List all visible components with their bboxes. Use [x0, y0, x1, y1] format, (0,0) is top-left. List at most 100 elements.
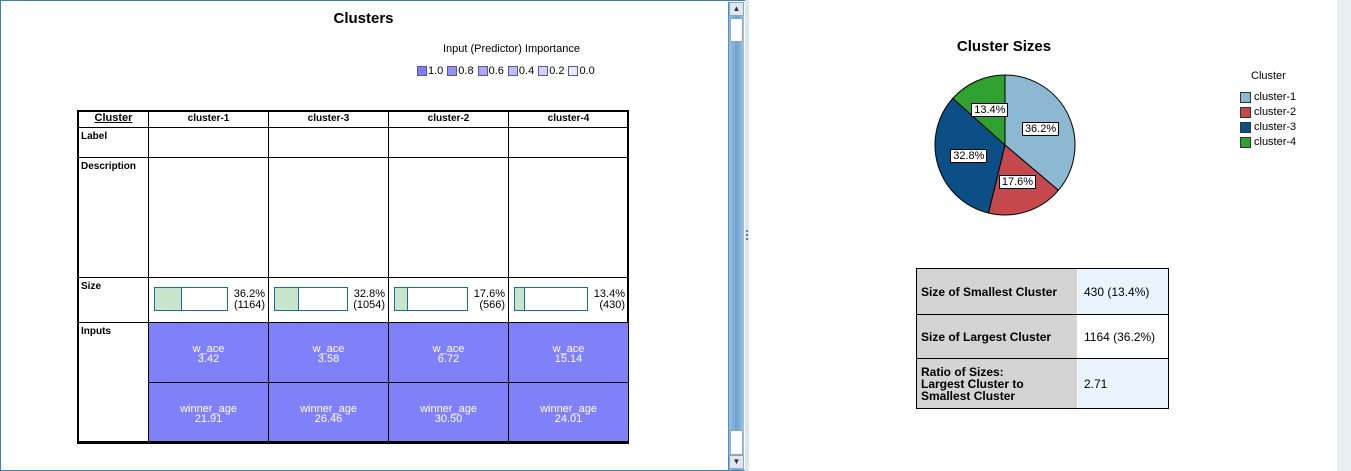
importance-legend-label: 0.0	[579, 65, 595, 77]
vertical-scrollbar[interactable]: ▲ ▼	[728, 2, 744, 470]
input-cell[interactable]: winner_age 24.01	[509, 383, 629, 442]
size-count: (566)	[479, 299, 505, 311]
cluster-legend-title: Cluster	[1251, 70, 1286, 82]
summary-label: Size of Smallest Cluster	[917, 269, 1077, 314]
label-cell	[149, 128, 269, 158]
row-label-inputs: Inputs	[79, 323, 149, 442]
cluster-column-header: cluster-2	[389, 112, 509, 128]
input-cell-text: winner_age 21.91	[149, 404, 268, 425]
cluster-legend-swatch	[1240, 137, 1251, 148]
description-cell	[149, 158, 269, 278]
importance-legend-label: 0.2	[549, 65, 565, 77]
input-cell[interactable]: winner_age 21.91	[149, 383, 269, 442]
input-cell-text: w_ace 6.72	[389, 343, 508, 365]
pie-label-cluster-4: 13.4%	[971, 102, 1009, 117]
size-percent: 17.6%	[473, 288, 505, 300]
row-label-label: Label	[79, 128, 149, 158]
label-cell	[389, 128, 509, 158]
importance-legend-title: Input (Predictor) Importance	[443, 43, 580, 55]
importance-legend: 1.0 0.8 0.6 0.4 0.2 0.0	[417, 65, 595, 77]
summary-row: Size of Smallest Cluster 430 (13.4%)	[917, 269, 1168, 315]
size-count: (430)	[599, 299, 625, 311]
input-value: 3.42	[197, 353, 220, 365]
scroll-up-button[interactable]: ▲	[729, 2, 744, 16]
input-name: w_ace	[432, 343, 465, 355]
input-cell-text: winner_age 26.46	[269, 403, 388, 425]
input-cell[interactable]: w_ace 3.42	[149, 323, 269, 383]
scroll-down-button[interactable]: ▼	[729, 455, 744, 469]
cluster-column-header: cluster-3	[269, 112, 389, 128]
importance-legend-item: 0.6	[477, 65, 504, 77]
cluster-column-header: cluster-1	[149, 112, 269, 128]
input-cell[interactable]: winner_age 30.50	[389, 383, 509, 442]
input-value: 26.46	[314, 413, 343, 425]
importance-legend-item: 0.4	[507, 65, 534, 77]
size-percent: 32.8%	[353, 288, 385, 300]
input-cell[interactable]: w_ace 15.14	[509, 323, 629, 383]
input-value: 15.14	[554, 353, 583, 365]
summary-value: 2.71	[1077, 359, 1168, 408]
input-name: w_ace	[312, 343, 345, 355]
importance-legend-item: 0.0	[568, 65, 595, 77]
importance-swatch	[447, 66, 458, 76]
cluster-legend-label: cluster-2	[1254, 106, 1297, 118]
description-cell	[389, 158, 509, 278]
size-bar-fill	[275, 288, 300, 310]
summary-label: Size of Largest Cluster	[917, 315, 1077, 358]
label-cell	[269, 128, 389, 158]
input-cell-text: w_ace 3.42	[149, 343, 268, 365]
right-edge-strip	[1337, 0, 1351, 471]
scrollbar-track-end[interactable]	[730, 430, 743, 455]
cluster-table: Cluster cluster-1 cluster-3 cluster-2 cluste…	[77, 110, 629, 444]
size-text: 17.6% (566)	[474, 289, 505, 311]
size-cell: 17.6% (566)	[389, 278, 509, 323]
input-cell-text: w_ace 3.58	[269, 343, 388, 365]
cluster-legend-label: cluster-1	[1254, 91, 1297, 103]
size-count: (1164)	[234, 299, 265, 311]
input-value: 24.01	[554, 413, 583, 425]
cluster-column-header: cluster-4	[509, 112, 629, 128]
input-name: winner_age	[540, 403, 597, 415]
splitter-grip-icon[interactable]	[746, 230, 748, 242]
row-label-description: Description	[79, 158, 149, 278]
cluster-legend-item: cluster-4	[1240, 137, 1296, 148]
size-text: 13.4% (430)	[594, 289, 625, 311]
description-cell	[509, 158, 629, 278]
size-cell: 32.8% (1054)	[269, 278, 389, 323]
cluster-legend-label: cluster-3	[1254, 121, 1297, 133]
importance-legend-label: 1.0	[428, 65, 444, 77]
input-cell-text: winner_age 30.50	[389, 403, 508, 425]
clusters-view-pane: Clusters Input (Predictor) Importance 1.…	[0, 0, 745, 471]
importance-legend-item: 0.2	[538, 65, 564, 77]
input-cell[interactable]: winner_age 26.46	[269, 383, 389, 442]
importance-swatch	[538, 66, 549, 76]
scrollbar-thumb[interactable]	[730, 18, 743, 42]
input-name: w_ace	[552, 343, 585, 355]
cluster-sizes-pie-chart	[934, 74, 1076, 216]
cluster-legend-item: cluster-3	[1240, 122, 1296, 133]
size-bar-fill	[155, 288, 182, 310]
importance-legend-item: 1.0	[417, 65, 443, 77]
importance-swatch	[417, 66, 427, 76]
importance-legend-item: 0.8	[447, 65, 474, 77]
cluster-legend-swatch	[1240, 107, 1251, 118]
input-name: w_ace	[192, 343, 225, 355]
summary-label: Ratio of Sizes: Largest Cluster to Small…	[917, 359, 1077, 408]
importance-legend-label: 0.6	[488, 65, 504, 77]
input-value: 21.91	[194, 413, 223, 425]
input-value: 3.58	[317, 353, 340, 365]
size-cell: 13.4% (430)	[509, 278, 629, 323]
input-cell[interactable]: w_ace 6.72	[389, 323, 509, 383]
summary-row: Ratio of Sizes: Largest Cluster to Small…	[917, 359, 1168, 408]
cluster-legend-item: cluster-1	[1240, 92, 1296, 103]
label-cell	[509, 128, 629, 158]
input-name: winner_age	[300, 403, 357, 415]
summary-value: 1164 (36.2%)	[1077, 315, 1168, 358]
size-bar	[394, 287, 468, 311]
input-name: winner_age	[420, 403, 477, 415]
input-cell[interactable]: w_ace 3.58	[269, 323, 389, 383]
cluster-header-cell: Cluster	[79, 112, 149, 128]
cluster-summary-table: Size of Smallest Cluster 430 (13.4%) Size …	[916, 268, 1169, 409]
size-cell: 36.2% (1164)	[149, 278, 269, 323]
